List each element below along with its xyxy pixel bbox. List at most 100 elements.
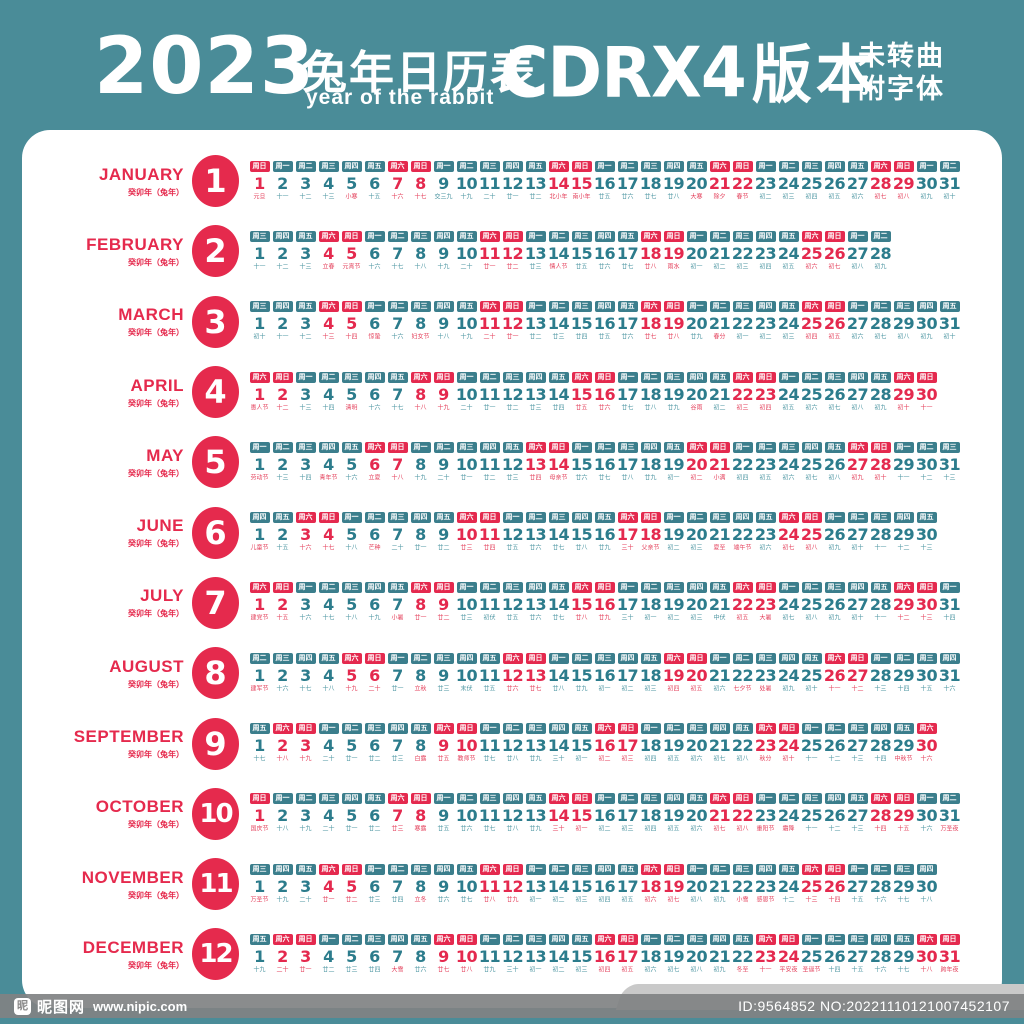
day-cell: 周六 23 十一 bbox=[754, 933, 777, 975]
weekday-chip: 周二 bbox=[548, 301, 569, 313]
day-number: 4 bbox=[323, 525, 334, 545]
day-number: 17 bbox=[616, 525, 639, 545]
day-label: 十三 bbox=[943, 474, 956, 482]
day-label: 青年节 bbox=[319, 474, 338, 482]
weekday-chip: 周四 bbox=[755, 863, 776, 875]
weekday-chip: 周二 bbox=[318, 582, 339, 594]
day-cell: 周六 7 廿三 bbox=[386, 793, 409, 834]
day-label: 廿五 bbox=[575, 404, 588, 411]
day-label: 十九 bbox=[368, 615, 381, 622]
day-cell: 周三 10 廿一 bbox=[455, 441, 478, 483]
day-number: 6 bbox=[369, 243, 380, 263]
day-label: 二十 bbox=[368, 685, 381, 693]
day-number: 9 bbox=[438, 454, 449, 474]
day-number: 21 bbox=[708, 876, 731, 896]
weekday-chip: 周五 bbox=[295, 230, 316, 242]
day-number: 28 bbox=[869, 525, 892, 545]
day-cell: 周二 7 十七 bbox=[386, 230, 409, 272]
weekday-chip: 周四 bbox=[364, 371, 385, 383]
weekday-chip: 周六 bbox=[594, 723, 615, 735]
day-cell: 周五 3 十三 bbox=[294, 230, 317, 272]
day-label: 廿五 bbox=[437, 826, 450, 833]
weekday-chip: 周五 bbox=[525, 793, 546, 805]
day-number: 26 bbox=[823, 525, 846, 545]
day-cell: 周日 4 十七 bbox=[317, 512, 340, 553]
day-label: 廿九 bbox=[690, 334, 703, 341]
day-cell: 周六 4 廿一 bbox=[317, 863, 340, 905]
weekday-chip: 周五 bbox=[709, 371, 730, 383]
day-number: 8 bbox=[415, 173, 426, 193]
day-cell: 周三 13 初一 bbox=[524, 933, 547, 975]
day-number: 11 bbox=[478, 314, 501, 334]
weekday-chip: 周二 bbox=[387, 863, 408, 875]
day-label: 廿一 bbox=[414, 615, 427, 622]
day-label: 雨水 bbox=[667, 263, 680, 271]
day-label: 廿一 bbox=[345, 755, 358, 763]
day-number: 15 bbox=[570, 806, 593, 826]
day-number: 8 bbox=[415, 876, 426, 896]
day-label: 立春 bbox=[322, 263, 335, 271]
day-cell: 周四 16 廿六 bbox=[593, 230, 616, 272]
day-number: 28 bbox=[869, 454, 892, 474]
day-label: 十七 bbox=[322, 615, 335, 622]
day-cell: 周二 17 初三 bbox=[616, 793, 639, 834]
day-number: 22 bbox=[731, 454, 754, 474]
day-cell: 周四 22 端午节 bbox=[731, 512, 754, 553]
day-number: 3 bbox=[300, 736, 311, 756]
day-cell: 周三 26 初七 bbox=[823, 371, 846, 413]
day-label: 初四 bbox=[598, 966, 611, 974]
day-strip: 周三 1 十一 周四 2 十二 周五 3 十三 周六 4 立春 周日 5 元宵节 周一 6 十六 周二 7 十七 周三 8 十… bbox=[248, 230, 892, 272]
month-info: FEBRUARY 癸卯年（兔年） bbox=[24, 235, 184, 268]
weekday-chip: 周二 bbox=[318, 371, 339, 383]
weekday-chip: 周二 bbox=[364, 512, 385, 524]
weekday-chip: 周日 bbox=[663, 863, 684, 875]
day-number: 9 bbox=[438, 595, 449, 615]
day-number: 21 bbox=[708, 806, 731, 826]
day-label: 十九 bbox=[299, 826, 312, 833]
day-number: 28 bbox=[869, 665, 892, 685]
day-number: 12 bbox=[501, 946, 524, 966]
day-cell: 周日 26 初五 bbox=[823, 301, 846, 342]
day-cell: 周三 13 廿九 bbox=[524, 723, 547, 764]
day-number: 21 bbox=[708, 454, 731, 474]
day-number: 23 bbox=[754, 454, 777, 474]
day-cell: 周五 9 廿二 bbox=[432, 512, 455, 553]
month-name: JANUARY bbox=[98, 164, 184, 184]
month-subtitle: 癸卯年（兔年） bbox=[128, 960, 184, 970]
day-cell: 周日 28 初十 bbox=[869, 441, 892, 483]
weekday-chip: 周一 bbox=[272, 793, 293, 805]
weekday-chip: 周日 bbox=[663, 301, 684, 313]
weekday-chip: 周五 bbox=[456, 230, 477, 242]
weekday-chip: 周五 bbox=[479, 652, 500, 664]
day-cell: 周二 15 廿九 bbox=[570, 652, 593, 694]
day-cell: 周六 29 初十 bbox=[892, 371, 915, 413]
weekday-chip: 周五 bbox=[617, 230, 638, 242]
day-cell: 周四 18 廿九 bbox=[639, 441, 662, 483]
weekday-chip: 周二 bbox=[341, 933, 362, 945]
day-number: 2 bbox=[277, 876, 288, 896]
day-label: 初七 bbox=[782, 545, 795, 552]
day-label: 廿二 bbox=[483, 474, 496, 482]
day-label: 三十 bbox=[552, 755, 565, 763]
weekday-chip: 周一 bbox=[479, 723, 500, 735]
weekday-chip: 周日 bbox=[249, 793, 270, 805]
day-cell: 周五 17 初五 bbox=[616, 863, 639, 905]
day-number: 16 bbox=[593, 665, 616, 685]
day-number: 7 bbox=[392, 384, 403, 404]
day-label: 儿童节 bbox=[250, 545, 269, 552]
day-cell: 周日 9 十九 bbox=[432, 371, 455, 413]
day-cell: 周一 8 十九 bbox=[409, 441, 432, 483]
day-number: 8 bbox=[415, 525, 426, 545]
weekday-chip: 周六 bbox=[594, 933, 615, 945]
day-number: 1 bbox=[254, 314, 265, 334]
day-cell: 周一 13 廿二 bbox=[524, 301, 547, 342]
day-cell: 周四 7 廿三 bbox=[386, 723, 409, 764]
day-number: 22 bbox=[731, 736, 754, 756]
day-label: 十六 bbox=[391, 193, 404, 201]
weekday-chip: 周一 bbox=[318, 723, 339, 735]
day-number: 26 bbox=[823, 665, 846, 685]
day-number: 16 bbox=[593, 525, 616, 545]
day-label: 初六 bbox=[851, 193, 864, 201]
day-number: 24 bbox=[777, 595, 800, 615]
weekday-chip: 周一 bbox=[249, 441, 270, 453]
